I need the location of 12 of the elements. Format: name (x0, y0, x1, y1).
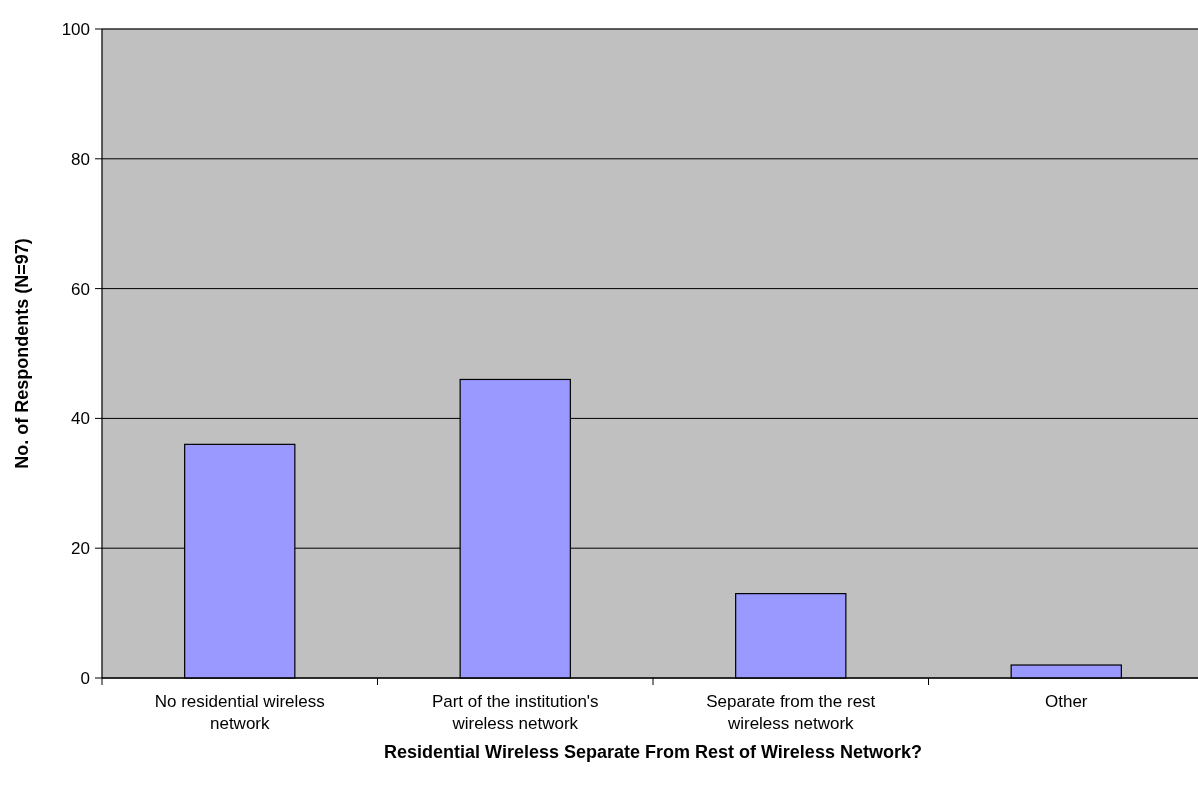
x-tick-label: Other (1044, 692, 1088, 711)
x-axis-title: Residential Wireless Separate From Rest of Wireless Network? (384, 742, 922, 762)
y-tick-label: 0 (80, 668, 90, 688)
y-tick-label: 80 (71, 149, 90, 169)
x-tick-label: No residential wireless network (154, 692, 325, 733)
y-axis-title: No. of Respondents (N=97) (12, 238, 32, 469)
y-tick-label: 100 (61, 19, 90, 39)
y-tick-label: 20 (71, 539, 90, 559)
x-tick-label: Separate from the rest wireless network (706, 692, 876, 733)
y-tick-label: 60 (71, 279, 90, 299)
x-tick-label: Part of the institution's wireless network (431, 692, 599, 733)
y-tick-label: 40 (71, 409, 90, 429)
